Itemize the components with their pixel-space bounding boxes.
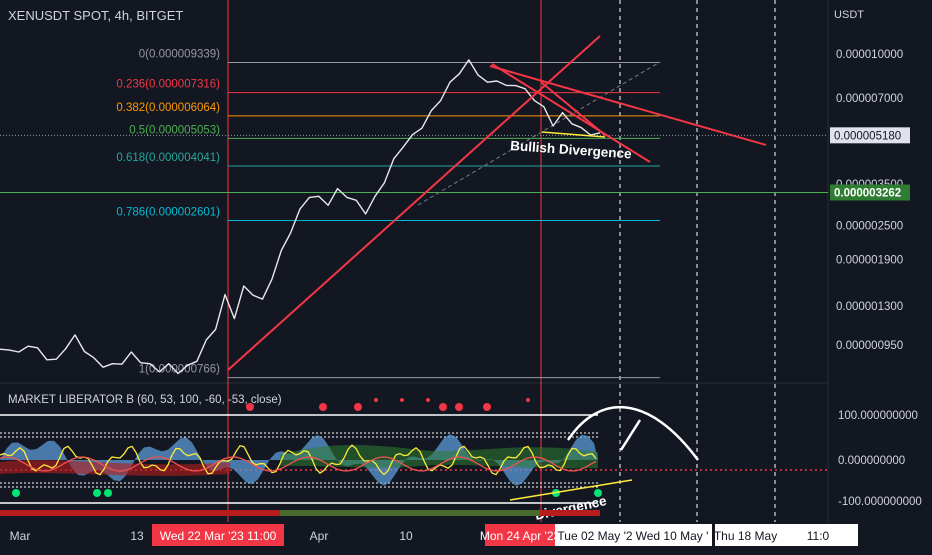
current-price-badge [830, 127, 910, 144]
price-axis-tick: 0.000010000 [836, 49, 903, 61]
time-axis-highlight [152, 524, 284, 546]
osc-red-dot [246, 403, 254, 411]
price-axis-tick: 0.000000950 [836, 340, 903, 352]
fib-level-label: 0.382(0.000006064) [116, 102, 220, 114]
time-axis-future-box [715, 524, 795, 546]
osc-red-dot [439, 403, 447, 411]
osc-small-red-dot [526, 398, 530, 402]
osc-green-dot [594, 489, 602, 497]
osc-divergence-line [509, 479, 633, 501]
green-level-badge [830, 184, 910, 201]
fib-level-label: 0.236(0.000007316) [116, 79, 220, 91]
fib-level-label: 0.786(0.000002601) [116, 206, 220, 218]
osc-axis-tick: -100.000000000 [838, 496, 922, 508]
price-axis-tick: 0.000007000 [836, 93, 903, 105]
annotation-divergence: Divergence [534, 493, 609, 523]
fib-level-label: 0.5(0.000005053) [129, 124, 220, 136]
time-axis-tick: Mon 24 Apr '23 [480, 529, 561, 543]
divergence-line [541, 131, 606, 138]
time-axis-tick: Tue 02 May '2 [557, 529, 633, 543]
annotation-bullish-divergence: Bullish Divergence [510, 138, 633, 161]
osc-small-red-dot [426, 398, 430, 402]
osc-red-dot [483, 403, 491, 411]
osc-red-dot [455, 403, 463, 411]
price-unit-label: USDT [834, 9, 864, 21]
time-axis-tick: 11:0 [807, 529, 830, 543]
time-axis-tick: Wed 22 Mar '23 11:00 [160, 529, 277, 543]
current-price-label: 0.000005180 [834, 130, 901, 142]
time-axis-future-box [632, 524, 712, 546]
uptrend-line [227, 35, 601, 371]
dashed-trend-line [417, 61, 661, 206]
osc-red-cloud [0, 460, 230, 476]
green-level-label: 0.000003262 [834, 187, 901, 199]
fib-level-label: 0.618(0.000004041) [116, 152, 220, 164]
time-axis-future-box [555, 524, 635, 546]
time-axis-tick: Wed 10 May ' [636, 529, 709, 543]
osc-red-dot [354, 403, 362, 411]
osc-small-red-dot [400, 398, 404, 402]
price-series-line [0, 59, 601, 375]
osc-axis-tick: 100.000000000 [838, 410, 918, 422]
symbol-header: XENUSDT SPOT, 4h, BITGET [8, 8, 184, 23]
time-axis-highlight [485, 524, 555, 546]
downtrend-line-steep [491, 63, 651, 163]
fib-level-label: 0(0.000009339) [139, 48, 220, 60]
indicator-title: MARKET LIBERATOR B (60, 53, 100, -60, -5… [8, 394, 282, 406]
price-axis-tick: 0.000001900 [836, 254, 903, 266]
time-green-strip [280, 510, 540, 516]
price-axis-tick: 0.000002500 [836, 220, 903, 232]
price-axis-tick: 0.000001300 [836, 301, 903, 313]
osc-green-dot [12, 489, 20, 497]
projection-arc-tail [619, 419, 642, 451]
wedge-line [540, 81, 607, 137]
osc-yellow-line [0, 444, 597, 476]
osc-small-red-dot [374, 398, 378, 402]
downtrend-line [489, 65, 767, 146]
time-axis-future-box [778, 524, 858, 546]
time-axis-tick: Apr [310, 529, 329, 543]
osc-red-dot [319, 403, 327, 411]
fib-level-label: 1(0.000000766) [139, 364, 220, 376]
osc-red-line [0, 456, 597, 472]
projection-arc [566, 406, 700, 461]
time-axis-tick: 10 [399, 529, 413, 543]
time-axis-tick: Mar [10, 529, 31, 543]
osc-green-dot [104, 489, 112, 497]
time-axis-tick: Thu 18 May '23 [714, 529, 797, 543]
osc-axis-tick: 0.000000000 [838, 455, 905, 467]
time-axis-tick: 13 [130, 529, 144, 543]
osc-green-dot [93, 489, 101, 497]
